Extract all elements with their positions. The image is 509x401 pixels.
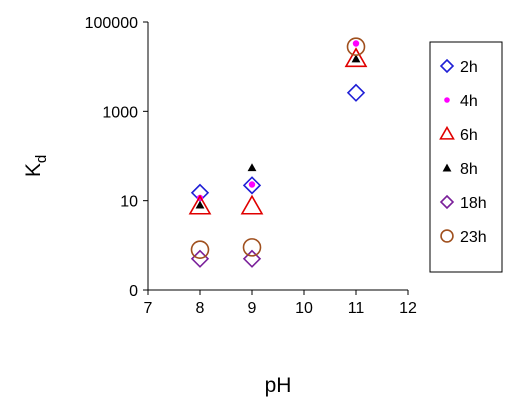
y-tick-label: 1000 xyxy=(102,104,138,121)
data-point-2h xyxy=(346,83,366,102)
y-axis-title: Kd xyxy=(22,155,50,177)
y-tick-label: 100000 xyxy=(85,15,138,32)
legend-marker-6h xyxy=(439,125,455,140)
x-tick-label: 10 xyxy=(295,300,313,317)
legend-marker-8h xyxy=(442,163,452,172)
data-point-6h xyxy=(240,194,264,215)
x-tick-label: 11 xyxy=(348,300,365,317)
legend-marker-4h xyxy=(444,97,450,103)
data-point-2h xyxy=(242,176,262,195)
data-point-6h xyxy=(344,47,368,68)
legend-label: 2h xyxy=(460,59,478,76)
legend-label: 23h xyxy=(460,229,487,246)
legend-marker-23h xyxy=(440,229,454,243)
data-point-23h xyxy=(190,240,210,259)
data-point-8h xyxy=(247,163,257,172)
legend-label: 4h xyxy=(460,93,478,110)
y-tick-label: 10 xyxy=(120,194,138,211)
axes xyxy=(147,22,408,291)
x-tick-label: 7 xyxy=(144,300,153,317)
x-tick-label: 12 xyxy=(399,300,417,317)
x-axis-title: pH xyxy=(265,374,292,397)
x-tick-label: 9 xyxy=(248,300,257,317)
data-point-23h xyxy=(242,238,262,257)
data-point-4h xyxy=(248,181,256,188)
data-point-4h xyxy=(352,40,360,47)
data-point-8h xyxy=(195,200,205,209)
legend-marker-2h xyxy=(439,58,455,74)
data-marks xyxy=(188,37,368,268)
data-point-23h xyxy=(346,37,366,56)
y-axis-title-subscript: d xyxy=(33,155,50,163)
data-point-6h xyxy=(188,194,212,215)
y-axis-title-main: K xyxy=(22,163,45,177)
legend-label: 8h xyxy=(460,161,478,178)
data-point-8h xyxy=(351,54,361,63)
legend: 2h 4h 6h 8h 18h 23h xyxy=(429,41,503,273)
legend-label: 6h xyxy=(460,127,478,144)
y-tick-label: 0 xyxy=(129,283,138,300)
data-point-18h xyxy=(242,249,262,268)
tick-group: 7 8 9 10 11 12 0 10 1000 100000 xyxy=(85,15,417,317)
legend-label: 18h xyxy=(460,195,487,212)
legend-marker-18h xyxy=(439,194,455,210)
x-tick-label: 8 xyxy=(196,300,205,317)
